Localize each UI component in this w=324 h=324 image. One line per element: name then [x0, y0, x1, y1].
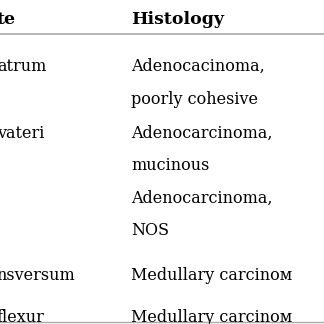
Text: Adenocarcinoma,: Adenocarcinoma, [131, 190, 273, 206]
Text: vateri: vateri [0, 125, 44, 142]
Text: NOS: NOS [131, 222, 169, 239]
Text: atrum: atrum [0, 58, 46, 75]
Text: te: te [0, 11, 16, 28]
Text: Medullary carcinoм: Medullary carcinoм [131, 267, 293, 284]
Text: Medullary carcinoм: Medullary carcinoм [131, 309, 293, 324]
Text: poorly cohesive: poorly cohesive [131, 91, 258, 108]
Text: flexur: flexur [0, 309, 45, 324]
Text: Adenocarcinoma,: Adenocarcinoma, [131, 125, 273, 142]
Text: Histology: Histology [131, 11, 224, 28]
Text: mucinous: mucinous [131, 157, 210, 174]
Text: nsversum: nsversum [0, 267, 75, 284]
Text: Adenocacinoma,: Adenocacinoma, [131, 58, 265, 75]
